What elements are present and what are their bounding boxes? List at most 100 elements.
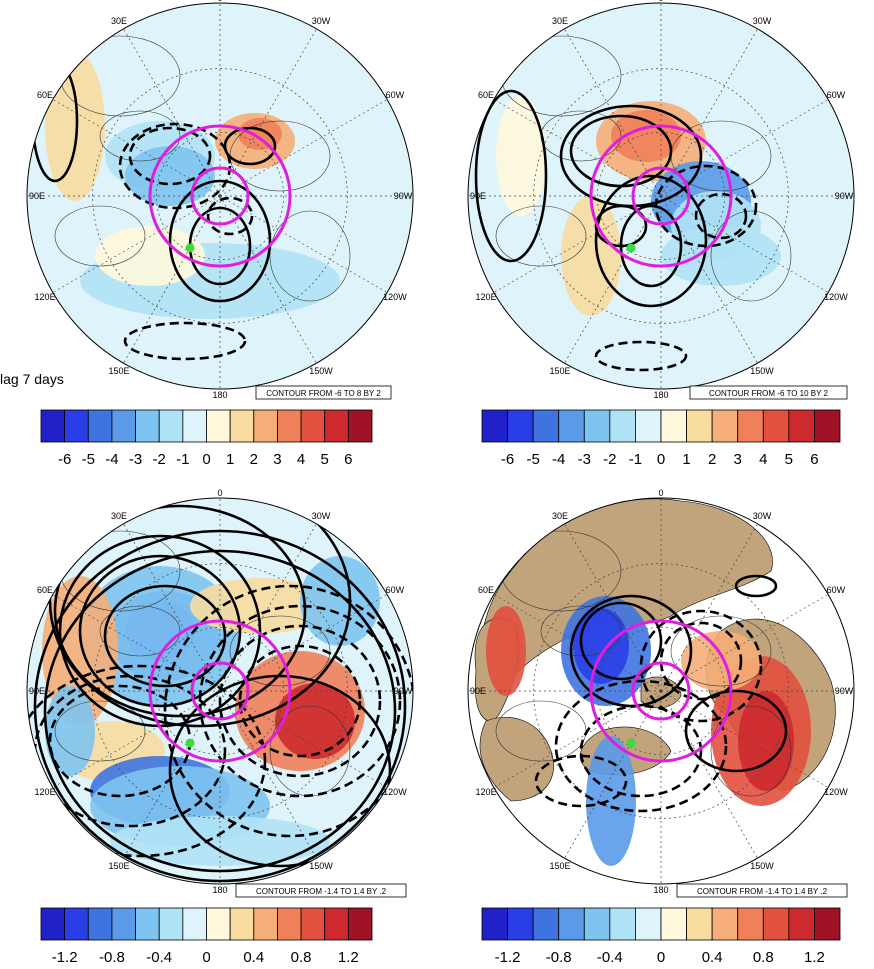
longitude-label-120E: 120E: [476, 292, 497, 302]
colorbar-swatch: [40, 409, 66, 443]
colorbar-swatch: [300, 409, 326, 443]
meridian-line: [219, 28, 317, 197]
longitude-label-120W: 120W: [383, 787, 407, 797]
colorbar-tick-label: 0: [202, 949, 210, 964]
longitude-label-120W: 120W: [824, 787, 848, 797]
shaded-anomaly: [496, 96, 546, 216]
meridian-line: [660, 523, 758, 692]
colorbar-swatch: [206, 409, 231, 443]
longitude-label-60W: 60W: [827, 90, 846, 100]
map-outline: [467, 2, 855, 390]
longitude-label-180: 180: [212, 885, 227, 895]
coastline: [710, 705, 792, 797]
colorbar-swatch: [635, 409, 662, 443]
colorbar-tick-label: 0: [657, 451, 665, 468]
colorbar-swatch: [158, 409, 184, 443]
longitude-label-150W: 150W: [750, 861, 774, 871]
coastline: [269, 210, 351, 302]
longitude-label-120E: 120E: [35, 292, 56, 302]
meridian-line: [219, 195, 317, 364]
positive-contour: [594, 204, 648, 248]
colorbar-swatch: [135, 409, 160, 443]
longitude-label-150E: 150E: [549, 861, 570, 871]
shaded-anomaly: [45, 686, 95, 776]
negative-contour: [594, 340, 688, 372]
positive-contour: [223, 126, 277, 166]
map-panel-top-left: 0 30W 60W 90W 120W 150W 180 150E 120E 90E 60E 30E: [26, 0, 414, 400]
colorbar-swatch: [737, 907, 764, 941]
longitude-label-60E: 60E: [37, 585, 53, 595]
longitude-label-30W: 30W: [753, 511, 772, 521]
colorbar-tick-label: -2: [603, 451, 616, 468]
colorbar: -6 -5 -4 -3 -2 -1 0 1 2 3 4 5 6: [40, 409, 373, 468]
colorbar-swatch: [111, 409, 136, 443]
colorbar-swatch: [206, 907, 231, 941]
coastline: [540, 605, 622, 657]
latitude-circle: [92, 68, 348, 324]
meridian-line: [219, 594, 388, 692]
colorbar-swatch: [481, 409, 508, 443]
longitude-label-60W: 60W: [386, 585, 405, 595]
negative-contour: [128, 126, 212, 186]
positive-contour: [43, 549, 397, 873]
negative-contour: [238, 644, 362, 758]
longitude-label-150W: 150W: [750, 366, 774, 376]
longitude-label-90W: 90W: [394, 191, 413, 201]
longitude-label-90E: 90E: [470, 686, 486, 696]
contour-note-box: [676, 883, 848, 898]
contour-note-top-right: CONTOUR FROM -6 TO 10 BY 2: [709, 389, 829, 398]
longitude-label-0: 0: [217, 488, 222, 498]
positive-contour: [559, 104, 703, 208]
latitude-circle: [533, 563, 789, 819]
meridian-line: [123, 523, 221, 692]
meridian-line: [660, 99, 829, 197]
meridian-line: [219, 195, 388, 293]
colorbar-swatch: [635, 907, 662, 941]
longitude-label-180: 180: [212, 390, 227, 400]
colorbar-swatch: [583, 907, 611, 941]
reference-ring-inner: [631, 661, 691, 721]
meridian-line: [52, 594, 221, 692]
colorbar-swatch: [762, 907, 790, 941]
longitude-label-0: 0: [217, 0, 222, 3]
shaded-anomaly: [738, 691, 794, 791]
colorbar-tick-label: 3: [273, 451, 281, 468]
colorbar-tick-label: 0: [202, 451, 210, 468]
colorbar-tick-label: -5: [82, 451, 95, 468]
colorbar-swatch: [347, 907, 373, 941]
colorbar-swatch: [737, 409, 764, 443]
meridian-line: [493, 99, 662, 197]
meridian-line: [564, 690, 662, 859]
reference-ring-outer: [589, 124, 733, 268]
shaded-anomaly: [681, 631, 761, 691]
longitude-label-60E: 60E: [478, 90, 494, 100]
meridian-line: [123, 195, 221, 364]
colorbar-tick-label: -1.2: [495, 949, 521, 964]
meridian-line: [564, 523, 662, 692]
colorbar-swatch: [324, 907, 349, 941]
negative-contour: [654, 164, 758, 248]
colorbar-tick-label: -1.2: [52, 949, 78, 964]
longitude-label-90W: 90W: [835, 686, 854, 696]
colorbar-tick-label: 6: [810, 451, 818, 468]
contour-note-top-left: CONTOUR FROM -6 TO 8 BY 2: [266, 389, 381, 398]
colorbar-swatch: [686, 907, 713, 941]
meridian-line: [660, 195, 758, 364]
colorbar-swatch: [660, 409, 687, 443]
coastline: [670, 615, 772, 687]
longitude-label-90W: 90W: [835, 191, 854, 201]
reference-ring-inner: [190, 661, 250, 721]
positive-contour: [78, 554, 242, 708]
colorbar-tick-label: -2: [153, 451, 166, 468]
longitude-label-90E: 90E: [29, 686, 45, 696]
colorbar-swatch: [277, 409, 302, 443]
colorbar-swatch: [135, 907, 160, 941]
longitude-label-60W: 60W: [827, 585, 846, 595]
negative-contour: [123, 321, 247, 361]
positive-contour: [569, 114, 673, 188]
negative-contour: [554, 679, 728, 813]
colorbar-swatch: [711, 409, 739, 443]
colorbar: -1.2 -0.8 -0.4 0 0.4 0.8 1.2: [40, 907, 373, 966]
negative-contour: [198, 604, 402, 798]
positive-contour: [168, 179, 272, 303]
